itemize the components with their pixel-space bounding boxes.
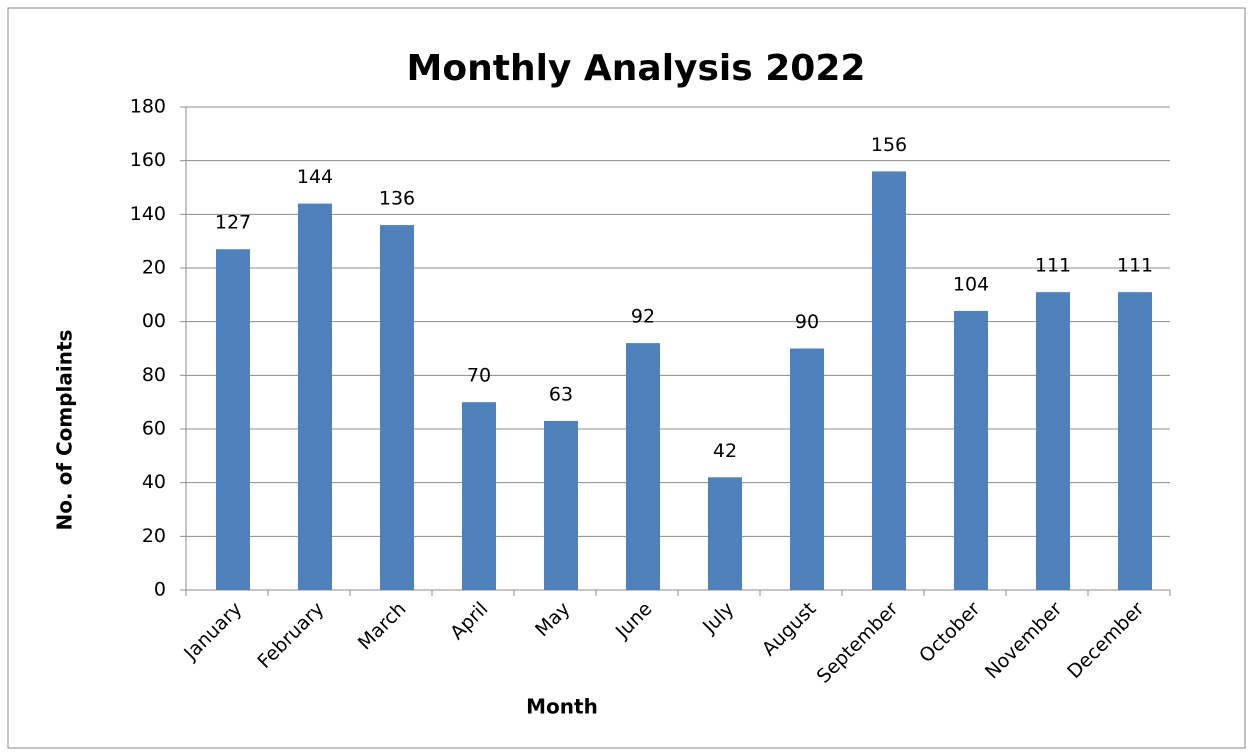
- bar: [954, 310, 988, 590]
- bar: [380, 225, 414, 591]
- data-label: 127: [215, 212, 251, 234]
- y-tick-label: 40: [142, 471, 166, 493]
- y-tick-label: 80: [142, 364, 166, 386]
- bar: [544, 420, 578, 590]
- y-tick-label: 20: [142, 257, 166, 279]
- data-label: 104: [953, 273, 989, 295]
- y-tick-label: 20: [142, 525, 166, 547]
- y-tick-label: 160: [130, 149, 166, 171]
- data-label: 111: [1117, 255, 1153, 277]
- bar: [216, 249, 250, 590]
- data-label: 92: [631, 306, 655, 328]
- y-tick-label: 60: [142, 418, 166, 440]
- bar: [872, 171, 906, 590]
- x-axis-title: Month: [526, 695, 598, 719]
- y-tick-label: 0: [154, 579, 166, 601]
- bar: [1036, 292, 1070, 590]
- data-label: 63: [549, 383, 573, 405]
- bar: [790, 348, 824, 590]
- bar: [298, 203, 332, 590]
- data-label: 42: [713, 440, 737, 462]
- y-tick-label: 180: [130, 96, 166, 118]
- data-label: 156: [871, 134, 907, 156]
- data-label: 111: [1035, 255, 1071, 277]
- y-tick-label: 00: [142, 310, 166, 332]
- y-tick-label: 140: [130, 203, 166, 225]
- data-label: 70: [467, 365, 491, 387]
- data-label: 90: [795, 311, 819, 333]
- bar: [1118, 292, 1152, 590]
- bar: [708, 477, 742, 590]
- data-label: 144: [297, 166, 333, 188]
- y-axis-title: No. of Complaints: [53, 330, 77, 531]
- bar: [626, 343, 660, 590]
- bar: [462, 402, 496, 590]
- chart-title: Monthly Analysis 2022: [407, 48, 866, 89]
- data-label: 136: [379, 188, 415, 210]
